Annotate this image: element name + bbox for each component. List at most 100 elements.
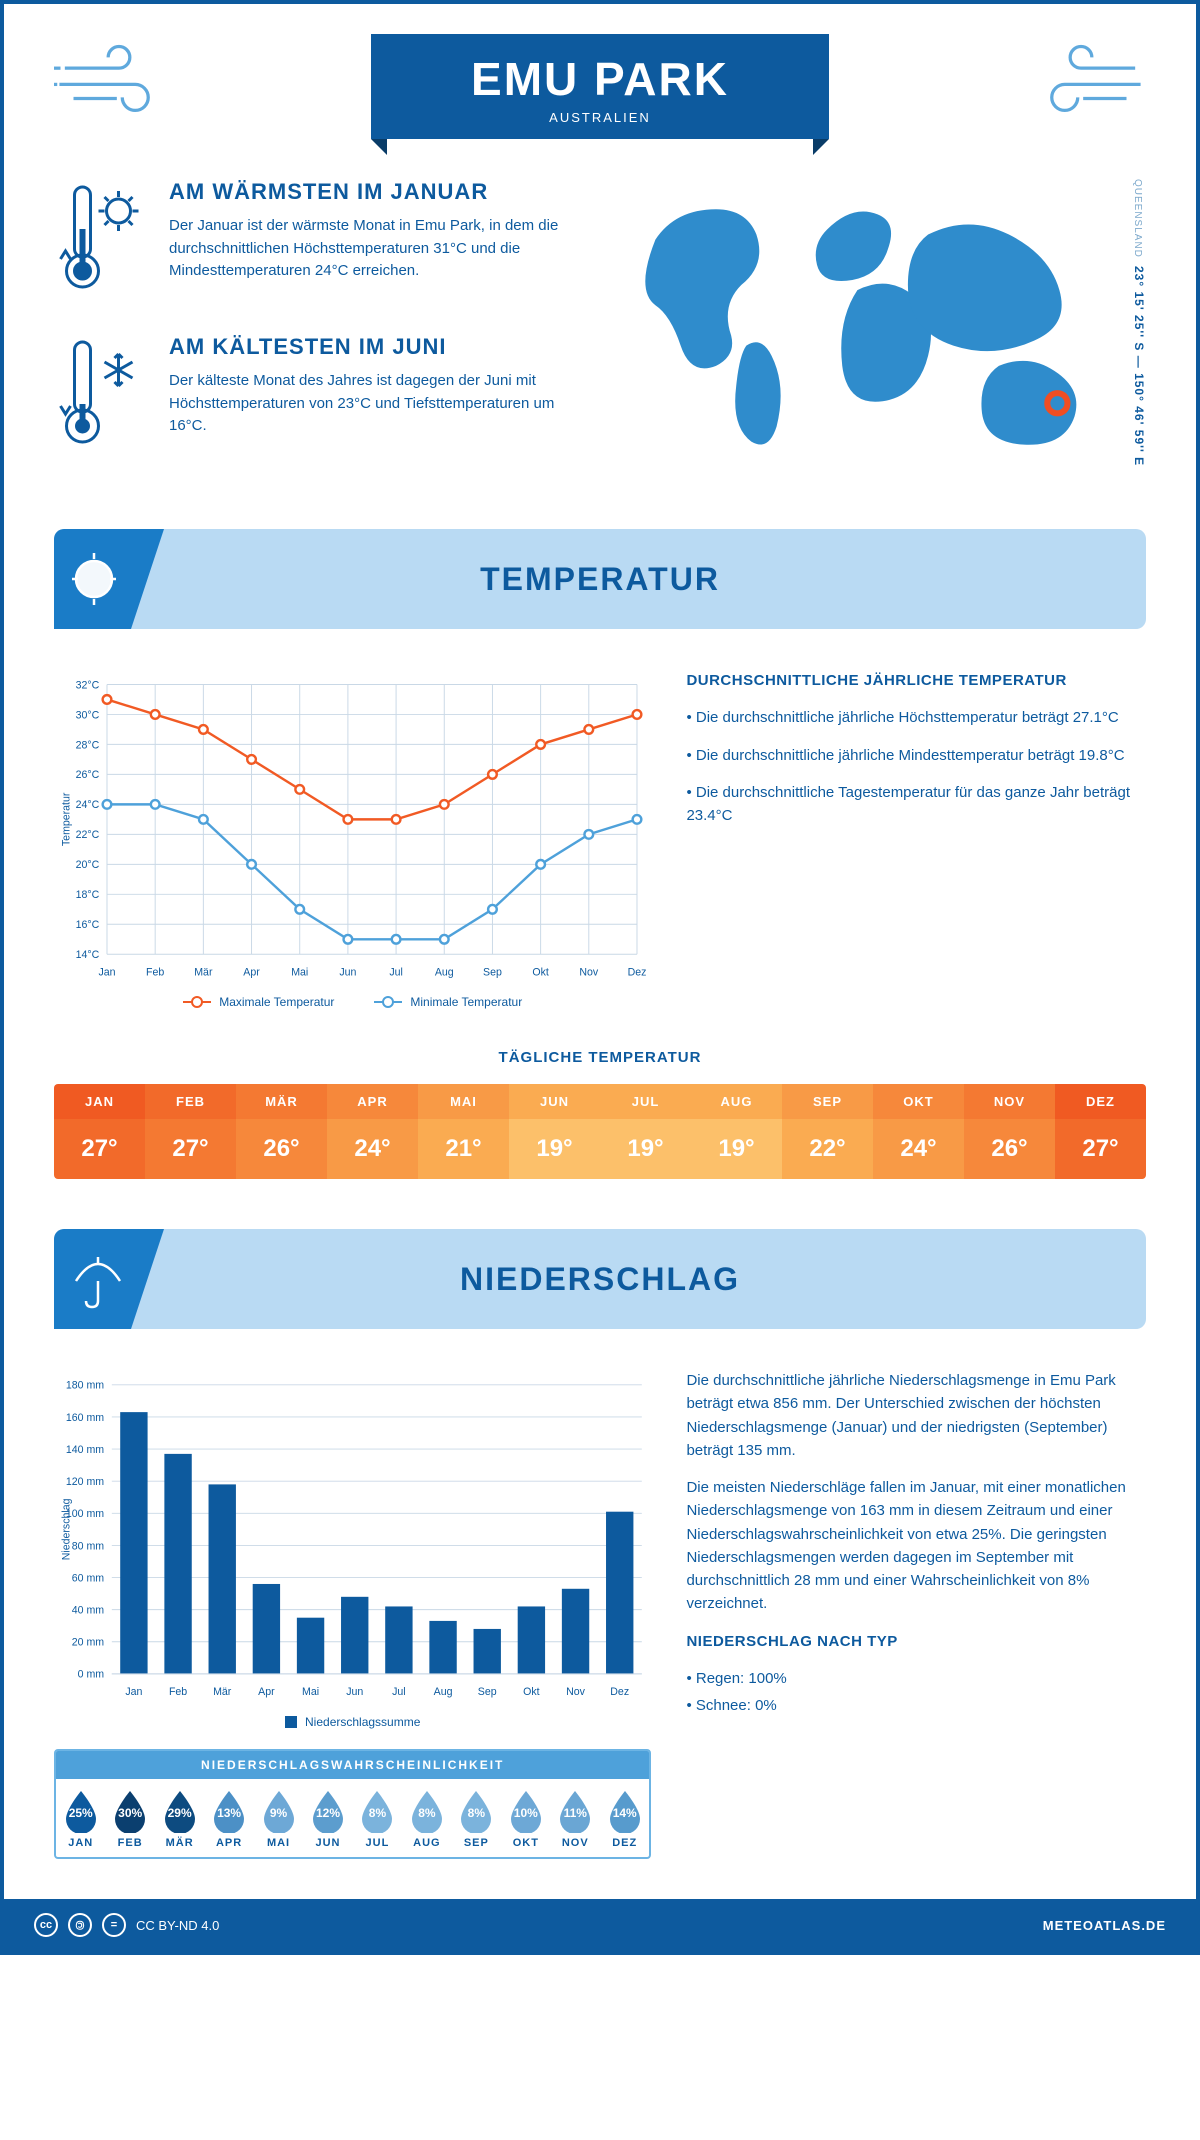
raindrop-icon: 12% [309,1789,347,1833]
raindrop-icon: 14% [606,1789,644,1833]
svg-text:Mai: Mai [291,966,308,978]
svg-text:26°C: 26°C [76,769,100,781]
svg-text:20°C: 20°C [76,859,100,871]
raindrop-icon: 9% [260,1789,298,1833]
temp-col: APR 24° [327,1084,418,1179]
svg-text:Jul: Jul [392,1686,406,1698]
svg-text:120 mm: 120 mm [66,1476,104,1488]
daily-temp-table: JAN 27° FEB 27° MÄR 26° APR 24° MAI 21° … [54,1084,1146,1179]
legend-precip-label: Niederschlagssumme [305,1715,420,1729]
warmest-fact: AM WÄRMSTEN IM JANUAR Der Januar ist der… [54,179,585,304]
prob-cell: 9% MAI [254,1779,303,1857]
precipitation-row: 0 mm20 mm40 mm60 mm80 mm100 mm120 mm140 … [54,1369,1146,1859]
svg-text:20 mm: 20 mm [72,1637,105,1649]
legend-precip: Niederschlagssumme [285,1715,420,1729]
coldest-body: Der kälteste Monat des Jahres ist dagege… [169,370,585,438]
header: EMU PARK AUSTRALIEN [54,34,1146,139]
footer-site: METEOATLAS.DE [1043,1918,1166,1933]
svg-text:Aug: Aug [435,966,454,978]
temp-col: MÄR 26° [236,1084,327,1179]
raindrop-icon: 25% [62,1789,100,1833]
precip-p1: Die durchschnittliche jährliche Niedersc… [686,1369,1146,1462]
precip-type-heading: NIEDERSCHLAG NACH TYP [686,1630,1146,1653]
svg-text:Nov: Nov [579,966,599,978]
legend-max-label: Maximale Temperatur [219,995,334,1009]
legend-max: Maximale Temperatur [183,995,334,1009]
svg-text:Sep: Sep [483,966,502,978]
probability-row: 25% JAN 30% FEB 29% MÄR 13% APR [56,1779,649,1857]
svg-text:Jan: Jan [125,1686,142,1698]
svg-text:28°C: 28°C [76,739,100,751]
temp-col: NOV 26° [964,1084,1055,1179]
svg-text:32°C: 32°C [76,679,100,691]
precip-p2: Die meisten Niederschläge fallen im Janu… [686,1476,1146,1616]
svg-text:Aug: Aug [434,1686,453,1698]
temp-col: SEP 22° [782,1084,873,1179]
svg-text:Apr: Apr [243,966,260,978]
svg-text:Feb: Feb [169,1686,187,1698]
temp-col: DEZ 27° [1055,1084,1146,1179]
temperature-heading: TEMPERATUR [480,561,720,598]
temp-bullet-3: • Die durchschnittliche Tagestemperatur … [686,781,1146,828]
warmest-heading: AM WÄRMSTEN IM JANUAR [169,179,585,205]
cc-icon: cc [34,1913,58,1937]
svg-text:80 mm: 80 mm [72,1540,105,1552]
temp-col: JAN 27° [54,1084,145,1179]
legend-min: Minimale Temperatur [374,995,522,1009]
svg-text:Sep: Sep [478,1686,497,1698]
page-frame: EMU PARK AUSTRALIEN [0,0,1200,1955]
svg-text:Okt: Okt [532,966,549,978]
svg-text:160 mm: 160 mm [66,1412,104,1424]
footer-license: cc 🄯 = CC BY-ND 4.0 [34,1913,219,1937]
umbrella-icon [54,1229,164,1329]
world-map-icon [615,179,1120,462]
svg-text:14°C: 14°C [76,949,100,961]
svg-text:Niederschlag: Niederschlag [60,1498,72,1560]
svg-text:30°C: 30°C [76,709,100,721]
location-subtitle: AUSTRALIEN [471,110,729,125]
temp-col: JUN 19° [509,1084,600,1179]
wind-icon-right [1016,34,1146,129]
thermometer-snow-icon [54,334,149,459]
prob-cell: 14% DEZ [600,1779,649,1857]
precipitation-bar-chart: 0 mm20 mm40 mm60 mm80 mm100 mm120 mm140 … [54,1369,651,1859]
svg-text:Jun: Jun [339,966,356,978]
svg-text:Mai: Mai [302,1686,319,1698]
prob-cell: 11% NOV [551,1779,600,1857]
map-column: QUEENSLAND 23° 15' 25'' S — 150° 46' 59'… [615,179,1146,489]
probability-box: NIEDERSCHLAGSWAHRSCHEINLICHKEIT 25% JAN … [54,1749,651,1859]
wind-icon-left [54,34,184,129]
legend-min-label: Minimale Temperatur [410,995,522,1009]
prob-cell: 8% SEP [452,1779,501,1857]
footer: cc 🄯 = CC BY-ND 4.0 METEOATLAS.DE [4,1899,1196,1951]
svg-text:Okt: Okt [523,1686,540,1698]
raindrop-icon: 8% [408,1789,446,1833]
license-text: CC BY-ND 4.0 [136,1918,219,1933]
by-icon: 🄯 [68,1913,92,1937]
svg-text:Jan: Jan [98,966,115,978]
raindrop-icon: 11% [556,1789,594,1833]
temp-col: FEB 27° [145,1084,236,1179]
precipitation-heading: NIEDERSCHLAG [460,1261,740,1298]
temp-bullet-1: • Die durchschnittliche jährliche Höchst… [686,706,1146,729]
temp-col: AUG 19° [691,1084,782,1179]
prob-cell: 12% JUN [303,1779,352,1857]
raindrop-icon: 10% [507,1789,545,1833]
nd-icon: = [102,1913,126,1937]
svg-text:24°C: 24°C [76,799,100,811]
daily-temp-heading: TÄGLICHE TEMPERATUR [54,1049,1146,1066]
precipitation-text: Die durchschnittliche jährliche Niedersc… [686,1369,1146,1859]
svg-text:Feb: Feb [146,966,164,978]
svg-text:Apr: Apr [258,1686,275,1698]
svg-text:Temperatur: Temperatur [60,792,72,846]
temp-col: OKT 24° [873,1084,964,1179]
temperature-section-header: TEMPERATUR [54,529,1146,629]
prob-cell: 13% APR [204,1779,253,1857]
summary-row: AM WÄRMSTEN IM JANUAR Der Januar ist der… [54,179,1146,489]
svg-text:180 mm: 180 mm [66,1380,104,1392]
facts-column: AM WÄRMSTEN IM JANUAR Der Januar ist der… [54,179,585,489]
svg-text:Dez: Dez [610,1686,629,1698]
region-label: QUEENSLAND [1132,179,1143,258]
temperature-text: DURCHSCHNITTLICHE JÄHRLICHE TEMPERATUR •… [686,669,1146,1009]
svg-text:0 mm: 0 mm [78,1669,105,1681]
